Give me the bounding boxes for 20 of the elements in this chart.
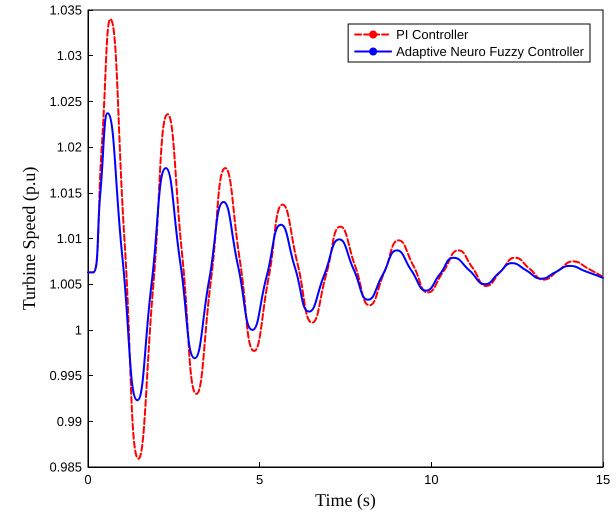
x-axis-title: Time (s) <box>315 490 376 510</box>
y-tick-label: 1.005 <box>49 276 82 292</box>
y-tick-label: 1.03 <box>56 48 82 64</box>
y-axis-title: Turbine Speed (p.u) <box>19 166 39 310</box>
x-tick-label: 0 <box>84 472 92 487</box>
y-tick-label: 0.985 <box>49 460 82 474</box>
x-tick-label: 5 <box>256 472 264 487</box>
y-tick-label: 0.995 <box>49 368 82 384</box>
x-tick-label: 15 <box>596 472 610 487</box>
y-tick-label: 1.015 <box>49 185 82 200</box>
y-tick-label: 1.01 <box>56 231 82 246</box>
line-series <box>87 112 604 402</box>
y-tick-label: 0.99 <box>56 414 82 429</box>
y-tick-label: 1.02 <box>56 140 82 155</box>
y-tick-label: 1 <box>74 322 82 338</box>
y-tick-label: 1.025 <box>49 94 82 109</box>
legend-label: PI Controller <box>396 27 470 42</box>
y-tick-label: 1.035 <box>49 2 82 18</box>
x-tick-label: 10 <box>424 472 439 487</box>
legend-label: Adaptive Neuro Fuzzy Controller <box>396 44 585 59</box>
